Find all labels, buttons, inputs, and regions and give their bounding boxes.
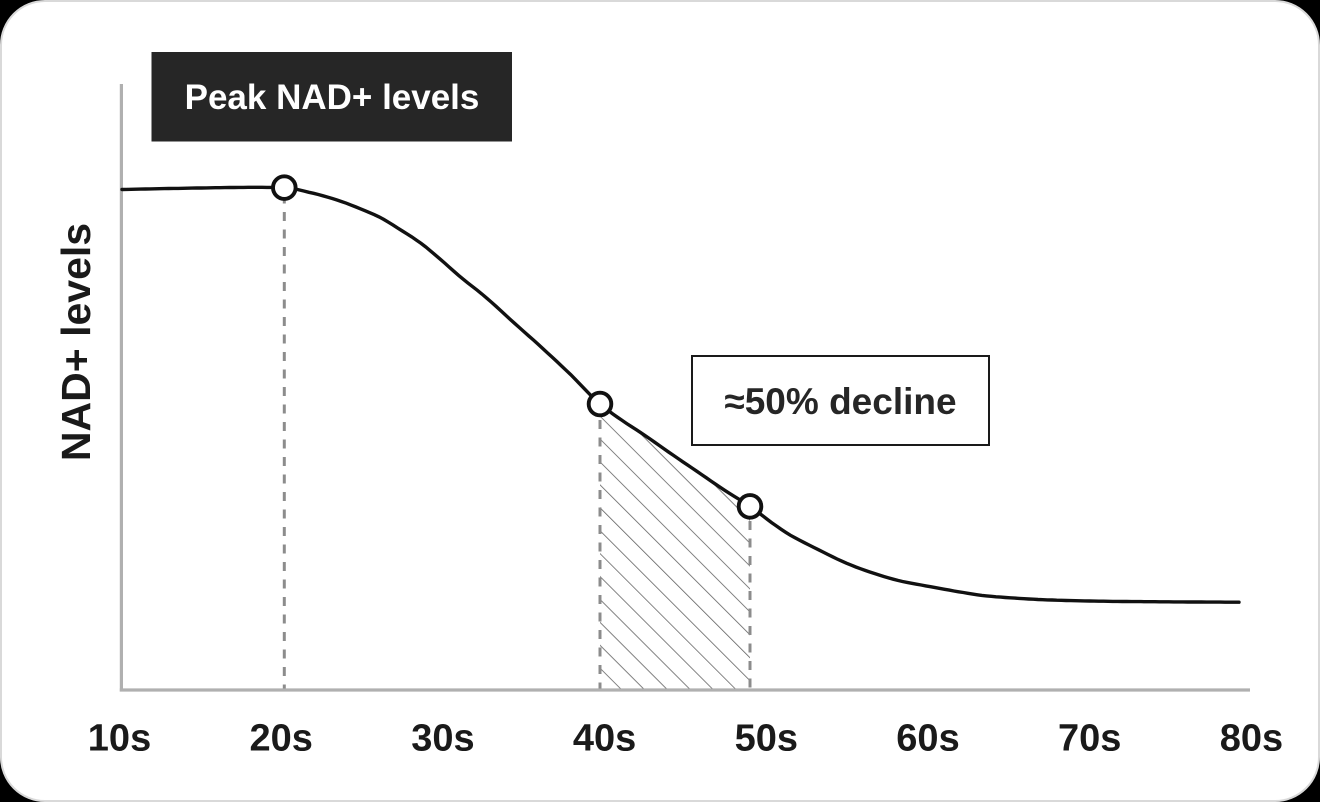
svg-text:40s: 40s [573,718,636,760]
svg-text:70s: 70s [1058,718,1121,760]
svg-text:30s: 30s [411,718,474,760]
svg-text:≈50% decline: ≈50% decline [724,381,956,422]
svg-text:60s: 60s [896,718,959,760]
svg-text:50s: 50s [735,718,798,760]
svg-text:Peak NAD+ levels: Peak NAD+ levels [185,78,480,117]
svg-text:NAD+ levels: NAD+ levels [53,223,99,461]
svg-text:10s: 10s [88,718,151,760]
svg-text:80s: 80s [1220,718,1283,760]
svg-text:20s: 20s [249,718,312,760]
